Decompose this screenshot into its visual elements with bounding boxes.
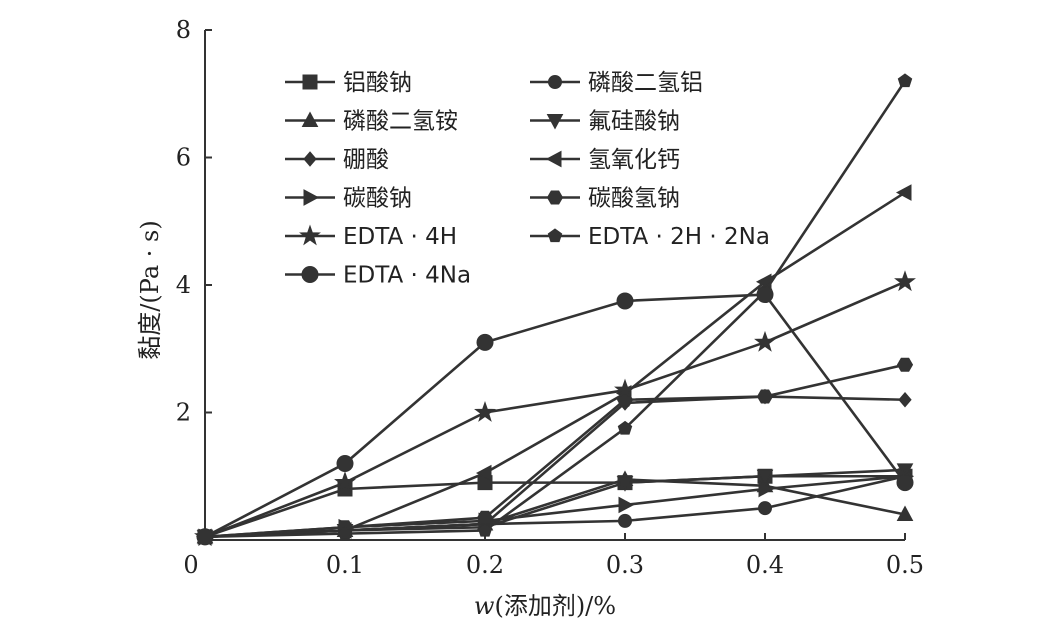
series-line xyxy=(204,80,907,539)
legend-item: 氟硅酸钠 xyxy=(530,109,680,135)
legend-label: 磷酸二氢铵 xyxy=(343,109,458,135)
x-tick-label: 0.2 xyxy=(466,551,504,579)
series-5 xyxy=(198,388,912,545)
data-point xyxy=(756,469,774,486)
legend-marker xyxy=(302,74,318,90)
legend-item: 碳酸氢钠 xyxy=(530,186,680,212)
series-line xyxy=(204,280,906,539)
legend-label: EDTA · 4H xyxy=(343,224,457,250)
legend-marker xyxy=(301,111,319,127)
x-tick-label: 0.3 xyxy=(606,551,644,579)
data-point xyxy=(476,510,494,525)
y-tick-label: 6 xyxy=(176,144,191,172)
data-point xyxy=(618,496,635,514)
legend-label: EDTA · 2H · 2Na xyxy=(588,224,770,250)
legend-marker xyxy=(545,150,562,168)
data-point xyxy=(616,476,634,492)
series-layer xyxy=(194,73,916,547)
x-axis-title-unit: (添加剂)/% xyxy=(494,592,616,620)
x-axis-title: w(添加剂)/% xyxy=(474,592,616,620)
legend-item: 磷酸二氢铵 xyxy=(285,109,458,135)
series-line xyxy=(204,474,906,539)
x-axis-title-variable: w xyxy=(474,592,495,620)
data-point xyxy=(475,464,492,482)
series-10 xyxy=(197,73,913,543)
legend-label: 氟硅酸钠 xyxy=(588,109,680,135)
data-point xyxy=(477,522,493,537)
data-point xyxy=(476,333,494,351)
series-line xyxy=(204,395,906,539)
data-point xyxy=(618,513,632,528)
legend-marker xyxy=(547,228,563,243)
data-point xyxy=(758,501,772,516)
legend-item: 磷酸二氢铝 xyxy=(530,70,703,96)
series-line xyxy=(204,293,907,538)
legend-label: 硼酸 xyxy=(343,147,389,173)
legend-label: 氢氧化钙 xyxy=(588,147,680,173)
legend-label: 铝酸钠 xyxy=(343,70,412,96)
tick-labels: 0.1 0.2 0.3 0.4 0.5 2 4 6 8 0 xyxy=(176,16,924,579)
origin-tick-label: 0 xyxy=(183,551,198,579)
x-tick-label: 0.4 xyxy=(746,551,784,579)
legend-marker xyxy=(299,224,321,246)
legend-item: 铝酸钠 xyxy=(285,70,412,96)
series-line xyxy=(204,191,906,539)
legend-marker xyxy=(546,190,564,205)
legend-item: 硼酸 xyxy=(285,147,389,173)
data-point xyxy=(758,480,775,498)
series-line xyxy=(204,363,906,539)
y-axis-title: 黏度/(Pa · s) xyxy=(136,220,164,359)
legend-item: EDTA · 4H xyxy=(285,224,457,250)
y-tick-label: 2 xyxy=(176,399,191,427)
legend-label: EDTA · 4Na xyxy=(343,263,471,289)
legend-item: EDTA · 2H · 2Na xyxy=(530,224,770,250)
legend-label: 碳酸氢钠 xyxy=(588,186,680,212)
legend-label: 磷酸二氢铝 xyxy=(588,70,703,96)
data-point xyxy=(756,286,774,304)
legend-marker xyxy=(303,189,320,206)
series-8 xyxy=(196,357,914,544)
data-point xyxy=(896,474,914,492)
x-tick-label: 0.1 xyxy=(326,551,364,579)
data-point xyxy=(754,330,776,352)
y-tick-label: 8 xyxy=(176,16,191,44)
legend-item: 碳酸钠 xyxy=(285,186,412,212)
data-point xyxy=(337,526,353,540)
data-point xyxy=(617,420,633,435)
data-point xyxy=(614,378,636,400)
data-point xyxy=(196,528,214,546)
data-point xyxy=(334,471,356,492)
data-point xyxy=(474,400,496,422)
data-point xyxy=(895,184,912,201)
legend-item: EDTA · 4Na xyxy=(285,263,471,289)
series-11 xyxy=(196,286,914,546)
legend-marker xyxy=(548,75,562,89)
data-point xyxy=(756,389,774,404)
legend-marker xyxy=(301,266,319,283)
data-point xyxy=(336,455,354,472)
series-line xyxy=(204,478,906,539)
x-tick-label: 0.5 xyxy=(886,551,924,579)
y-tick-label: 4 xyxy=(176,271,191,299)
data-point xyxy=(896,505,914,521)
data-point xyxy=(898,391,912,408)
data-point xyxy=(896,357,914,372)
legend-marker xyxy=(546,114,564,130)
legend-item: 氢氧化钙 xyxy=(530,147,680,173)
data-point xyxy=(616,292,634,310)
data-point xyxy=(894,270,916,292)
legend-marker xyxy=(303,151,317,167)
data-point xyxy=(897,73,913,88)
legend-label: 碳酸钠 xyxy=(343,186,412,212)
